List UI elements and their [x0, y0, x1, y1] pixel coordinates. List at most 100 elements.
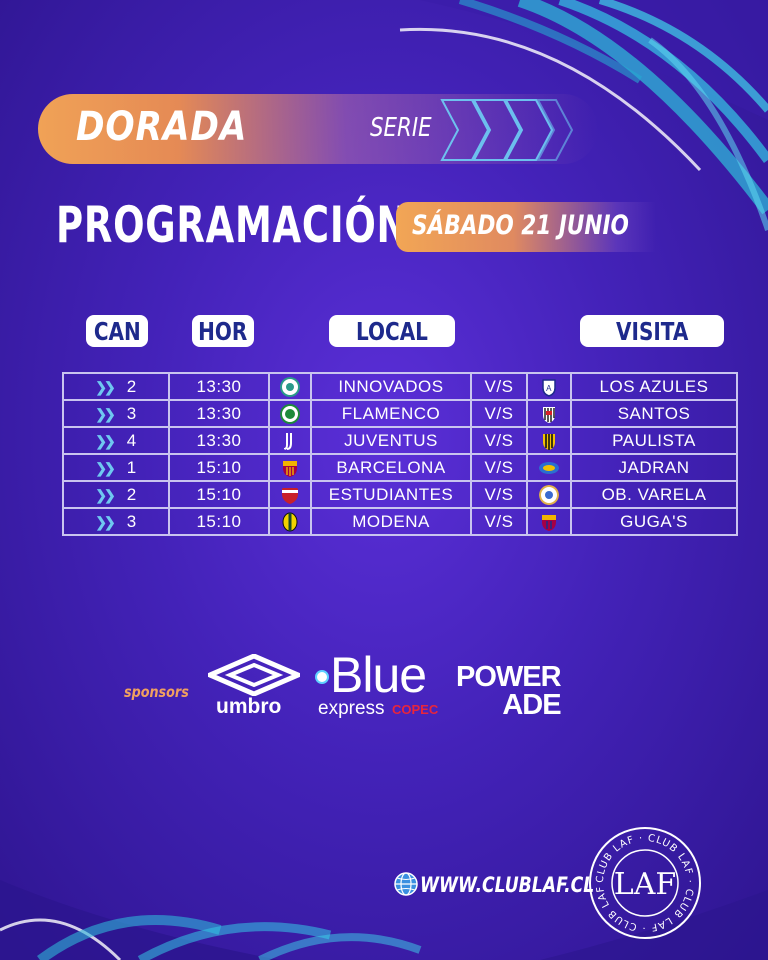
- santos-crest-icon: [543, 406, 555, 423]
- globe-icon: [394, 872, 418, 896]
- court-cell: ❯❯ 3: [62, 399, 170, 428]
- powerade-logo-line2: ADE: [502, 688, 561, 721]
- home-crest-cell: [268, 426, 312, 455]
- home-team-cell: BARCELONA: [310, 453, 472, 482]
- modena-crest-icon: [282, 512, 298, 532]
- website-link[interactable]: WWW.CLUBLAF.CL: [420, 873, 595, 897]
- court-number: 3: [126, 511, 137, 531]
- court-cell: ❯❯ 3: [62, 507, 170, 536]
- away-crest-cell: [526, 453, 572, 482]
- vs-cell: V/S: [470, 453, 528, 482]
- club-laf-seal-logo-icon: CLUB LAF · CLUB LAF · CLUB LAF · CLUB LA…: [588, 826, 701, 939]
- away-team-cell: OB. VARELA: [570, 480, 738, 509]
- home-crest-cell: [268, 453, 312, 482]
- chevron-decoration-icon: [440, 99, 574, 161]
- home-team-cell: JUVENTUS: [310, 426, 472, 455]
- powerade-logo-line1: POWER: [456, 661, 562, 693]
- powerade-logo: POWER ADE: [456, 661, 562, 721]
- series-label: SERIE: [370, 113, 432, 143]
- double-chevron-icon: ❯❯: [95, 459, 116, 476]
- court-cell: ❯❯ 1: [62, 453, 170, 482]
- jadran-crest-icon: [539, 461, 559, 474]
- match-row: ❯❯ 3 13:30 FLAMENCO V/S SANTOS: [62, 399, 738, 428]
- sponsors-label: sponsors: [124, 683, 189, 701]
- home-crest-cell: [268, 507, 312, 536]
- blue-express-logo-text: Blue: [330, 647, 427, 703]
- away-team-cell: GUGA'S: [570, 507, 738, 536]
- date-text: SÁBADO 21 JUNIO: [412, 210, 629, 241]
- time-cell: 13:30: [168, 426, 270, 455]
- juventus-crest-icon: [283, 432, 292, 450]
- home-crest-cell: [268, 399, 312, 428]
- home-team-cell: INNOVADOS: [310, 372, 472, 401]
- ob-varela-crest-icon: [539, 484, 559, 505]
- copec-logo-text: COPEC: [392, 702, 439, 717]
- series-name: DORADA: [76, 104, 248, 150]
- court-number: 2: [126, 484, 137, 504]
- court-number: 1: [126, 457, 137, 477]
- home-crest-cell: [268, 372, 312, 401]
- away-team-cell: LOS AZULES: [570, 372, 738, 401]
- court-number: 4: [126, 430, 137, 450]
- away-crest-cell: A: [526, 372, 572, 401]
- los-azules-crest-icon: A: [542, 379, 556, 397]
- home-team-cell: ESTUDIANTES: [310, 480, 472, 509]
- double-chevron-icon: ❯❯: [95, 486, 116, 503]
- court-cell: ❯❯ 2: [62, 372, 170, 401]
- double-chevron-icon: ❯❯: [95, 378, 116, 395]
- vs-cell: V/S: [470, 480, 528, 509]
- paulista-crest-icon: [543, 433, 555, 450]
- vs-cell: V/S: [470, 426, 528, 455]
- schedule-table: ❯❯ 2 13:30 INNOVADOS V/S A LOS AZULES ❯❯ 3 13:30 F…: [62, 372, 738, 536]
- court-cell: ❯❯ 2: [62, 480, 170, 509]
- page-title: PROGRAMACIÓN: [56, 196, 409, 254]
- blue-express-subtext: express: [318, 698, 385, 719]
- time-cell: 15:10: [168, 480, 270, 509]
- time-cell: 13:30: [168, 372, 270, 401]
- vs-cell: V/S: [470, 507, 528, 536]
- match-row: ❯❯ 3 15:10 MODENA V/S GUGA'S: [62, 507, 738, 536]
- match-row: ❯❯ 2 15:10 ESTUDIANTES V/S OB. VARELA: [62, 480, 738, 509]
- umbro-logo-text: umbro: [216, 695, 282, 718]
- match-row: ❯❯ 1 15:10 BARCELONA V/S JADRAN: [62, 453, 738, 482]
- header-time: HOR: [192, 315, 254, 347]
- header-home: LOCAL: [329, 315, 455, 347]
- seal-monogram: LAF: [614, 867, 676, 902]
- away-team-cell: JADRAN: [570, 453, 738, 482]
- away-crest-cell: [526, 480, 572, 509]
- innovados-crest-icon: [280, 376, 300, 397]
- vs-cell: V/S: [470, 372, 528, 401]
- away-crest-cell: [526, 507, 572, 536]
- match-row: ❯❯ 2 13:30 INNOVADOS V/S A LOS AZULES: [62, 372, 738, 401]
- time-cell: 15:10: [168, 453, 270, 482]
- court-number: 2: [126, 376, 137, 396]
- blue-express-dot-icon: [315, 670, 329, 684]
- away-team-cell: PAULISTA: [570, 426, 738, 455]
- double-chevron-icon: ❯❯: [95, 513, 116, 530]
- home-crest-cell: [268, 480, 312, 509]
- away-crest-cell: [526, 399, 572, 428]
- court-cell: ❯❯ 4: [62, 426, 170, 455]
- series-banner: [38, 94, 598, 164]
- svg-text:A: A: [546, 384, 552, 393]
- estudiantes-crest-icon: [282, 487, 298, 504]
- umbro-logo-icon: [208, 654, 300, 696]
- time-cell: 13:30: [168, 399, 270, 428]
- header-court: CAN: [86, 315, 148, 347]
- date-badge: [396, 202, 656, 252]
- gugas-crest-icon: [542, 514, 556, 531]
- double-chevron-icon: ❯❯: [95, 405, 116, 422]
- away-team-cell: SANTOS: [570, 399, 738, 428]
- home-team-cell: MODENA: [310, 507, 472, 536]
- vs-cell: V/S: [470, 399, 528, 428]
- court-number: 3: [126, 403, 137, 423]
- flamenco-crest-icon: [280, 403, 300, 424]
- barcelona-crest-icon: [283, 460, 297, 477]
- header-away: VISITA: [580, 315, 724, 347]
- time-cell: 15:10: [168, 507, 270, 536]
- home-team-cell: FLAMENCO: [310, 399, 472, 428]
- double-chevron-icon: ❯❯: [95, 432, 116, 449]
- away-crest-cell: [526, 426, 572, 455]
